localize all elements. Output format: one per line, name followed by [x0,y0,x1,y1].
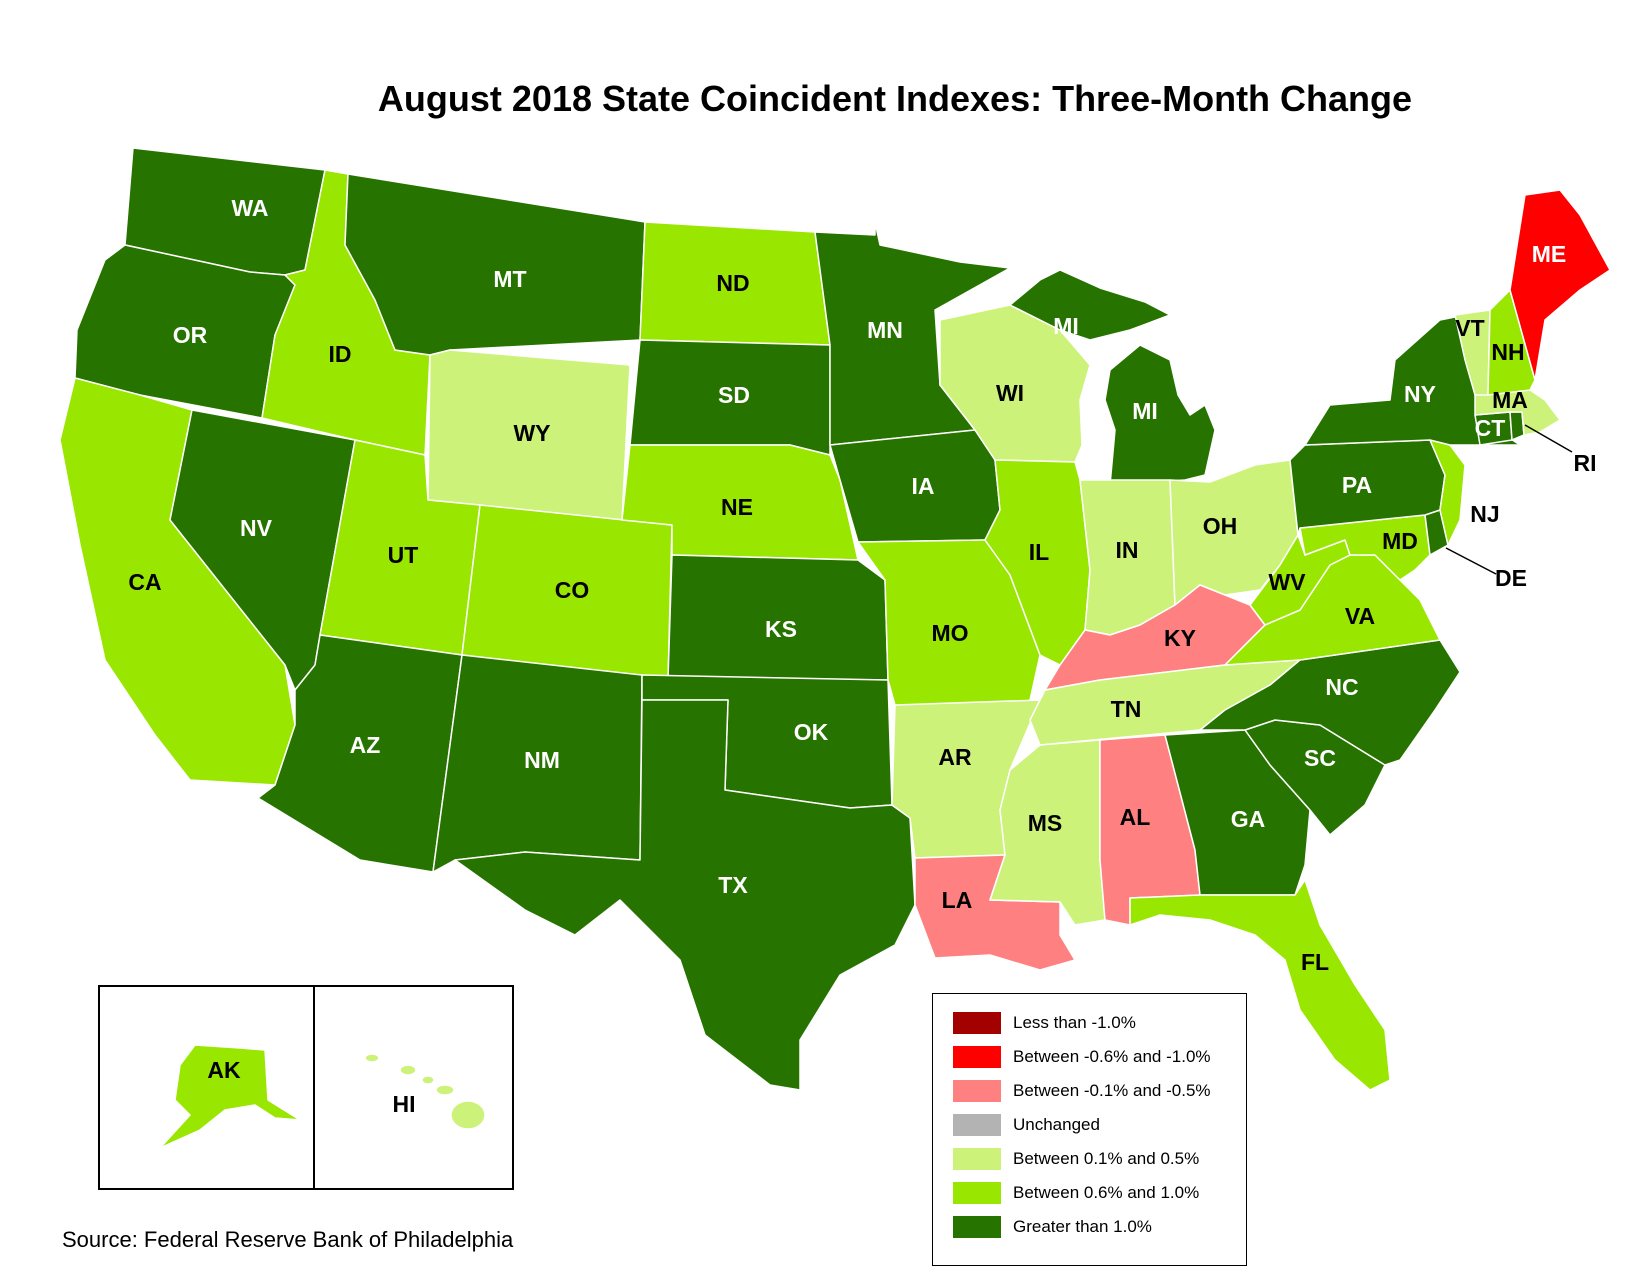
label-wv: WV [1268,569,1306,595]
label-nh: NH [1491,339,1524,365]
legend-swatch [953,1148,1001,1170]
label-sc: SC [1304,745,1336,771]
label-ri: RI [1574,450,1597,476]
label-mo: MO [931,620,968,646]
label-ms: MS [1028,810,1063,836]
label-pa: PA [1342,472,1372,498]
label-wa: WA [231,195,268,221]
label-sd: SD [718,382,750,408]
legend-swatch [953,1046,1001,1068]
label-nd: ND [716,270,749,296]
source-note: Source: Federal Reserve Bank of Philadel… [62,1227,514,1252]
label-az: AZ [350,732,381,758]
label-wi: WI [996,380,1024,406]
state-fl[interactable] [1129,879,1391,1091]
label-hi: HI [393,1091,416,1117]
label-ok: OK [794,719,829,745]
label-wy: WY [513,420,550,446]
legend-item: Less than -1.0% [953,1012,1136,1034]
label-ks: KS [765,616,797,642]
label-ar: AR [938,744,972,770]
label-nv: NV [240,515,273,541]
label-nm: NM [524,747,560,773]
label-mi-upper: MI [1053,313,1079,339]
legend-label: Between 0.1% and 0.5% [1013,1149,1200,1168]
label-mn: MN [867,317,903,343]
legend-swatch [953,1182,1001,1204]
state-hi[interactable] [364,1053,486,1130]
label-ct: CT [1475,415,1506,441]
label-or: OR [173,322,208,348]
legend-swatch [953,1080,1001,1102]
label-al: AL [1120,804,1151,830]
label-tx: TX [718,872,748,898]
legend-item: Between 0.6% and 1.0% [953,1182,1199,1204]
state-vt[interactable] [1454,309,1491,396]
state-mt[interactable] [344,173,646,356]
leader-line-de [1445,547,1497,575]
map-legend: Less than -1.0% Between -0.6% and -1.0% … [932,993,1247,1266]
label-ut: UT [388,542,419,568]
label-ia: IA [912,473,935,499]
label-id: ID [329,341,352,367]
state-mi-upper[interactable] [1009,269,1171,341]
label-ma: MA [1492,387,1528,413]
legend-item: Greater than 1.0% [953,1216,1152,1238]
label-ky: KY [1164,625,1196,651]
label-ga: GA [1231,806,1266,832]
legend-swatch [953,1114,1001,1136]
label-vt: VT [1455,315,1484,341]
alaska-hawaii-inset-frame [98,985,514,1190]
label-in: IN [1116,537,1139,563]
label-nj: NJ [1470,501,1499,527]
state-ma[interactable] [1474,389,1561,436]
state-mi[interactable] [1104,344,1216,486]
legend-label: Between 0.6% and 1.0% [1013,1183,1200,1202]
legend-label: Unchanged [1013,1115,1100,1134]
state-ak[interactable] [159,1044,301,1149]
legend-label: Between -0.1% and -0.5% [1013,1081,1211,1100]
label-il: IL [1029,539,1049,565]
label-nc: NC [1325,674,1358,700]
label-co: CO [555,577,590,603]
label-mt: MT [493,266,526,292]
leader-line-ri [1524,424,1573,453]
legend-swatch [953,1216,1001,1238]
legend-label: Less than -1.0% [1013,1013,1136,1032]
state-nj[interactable] [1429,439,1466,546]
label-mi: MI [1132,398,1158,424]
label-va: VA [1345,603,1375,629]
inset-divider [313,985,315,1190]
label-me: ME [1532,241,1567,267]
legend-label: Between -0.6% and -1.0% [1013,1047,1211,1066]
label-ca: CA [128,569,161,595]
legend-item: Unchanged [953,1114,1100,1136]
state-tx[interactable] [454,699,916,1091]
label-ne: NE [721,494,753,520]
label-ny: NY [1404,381,1436,407]
legend-item: Between -0.1% and -0.5% [953,1080,1211,1102]
legend-label: Greater than 1.0% [1013,1217,1152,1236]
label-ak: AK [207,1057,241,1083]
state-nh[interactable] [1487,289,1536,396]
label-tn: TN [1111,696,1142,722]
label-fl: FL [1301,949,1329,975]
state-mn[interactable] [814,221,1011,446]
label-md: MD [1382,528,1418,554]
map-title: August 2018 State Coincident Indexes: Th… [377,78,1413,119]
legend-item: Between -0.6% and -1.0% [953,1046,1211,1068]
state-me[interactable] [1509,189,1611,381]
label-oh: OH [1203,513,1238,539]
legend-item: Between 0.1% and 0.5% [953,1148,1199,1170]
label-de: DE [1495,565,1527,591]
legend-swatch [953,1012,1001,1034]
label-la: LA [942,887,973,913]
